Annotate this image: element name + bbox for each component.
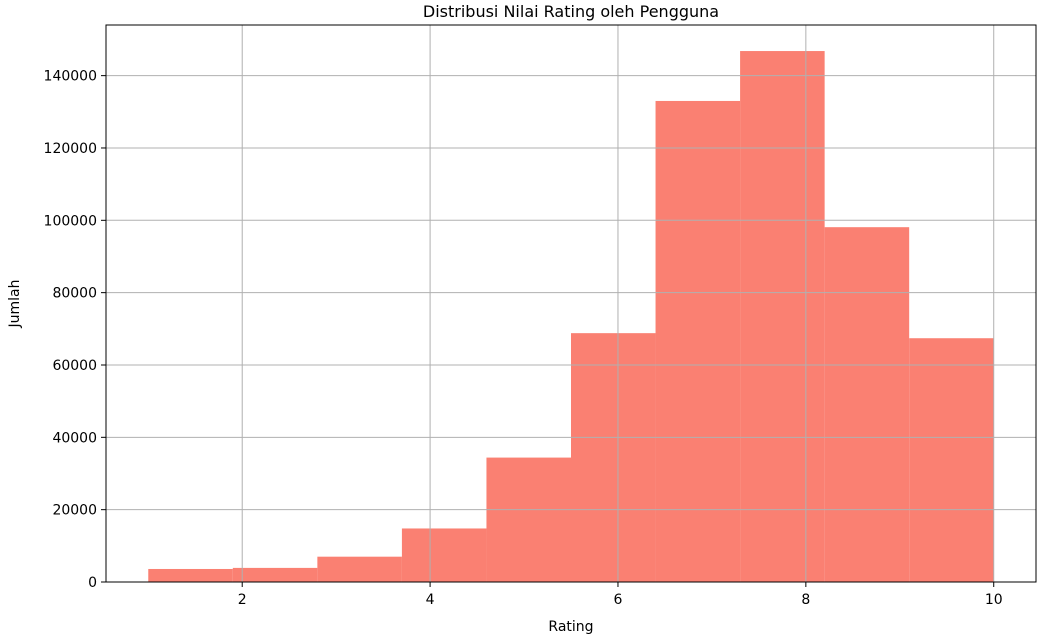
x-tick-label: 2 bbox=[238, 592, 247, 608]
histogram-bar bbox=[655, 100, 741, 583]
x-tick-label: 10 bbox=[985, 592, 1003, 608]
histogram-bar bbox=[148, 568, 233, 582]
histogram-bar bbox=[571, 333, 656, 582]
histogram-bars bbox=[148, 51, 994, 583]
y-tick-label: 120000 bbox=[44, 141, 97, 157]
plot-frame bbox=[105, 24, 1037, 583]
x-tick-label: 4 bbox=[426, 592, 435, 608]
y-tick-label: 60000 bbox=[52, 358, 97, 374]
histogram-bar bbox=[401, 528, 487, 582]
y-tick-label: 140000 bbox=[44, 69, 97, 85]
y-tick-label: 80000 bbox=[52, 286, 97, 302]
y-tick-label: 0 bbox=[88, 575, 97, 591]
histogram-bar bbox=[232, 567, 318, 582]
histogram-bar bbox=[486, 457, 571, 582]
histogram-bar bbox=[317, 556, 402, 582]
x-tick-label: 8 bbox=[801, 592, 810, 608]
histogram-bar bbox=[824, 227, 910, 582]
y-axis-ticks: 0 20000 40000 60000 80000 100000 120000 140000 bbox=[44, 69, 106, 591]
grid-lines bbox=[106, 25, 1036, 583]
chart-title: Distribusi Nilai Rating oleh Pengguna bbox=[423, 2, 719, 21]
y-tick-label: 100000 bbox=[44, 213, 97, 229]
histogram-bar bbox=[740, 51, 825, 582]
y-axis-label: Jumlah bbox=[7, 280, 23, 329]
y-tick-label: 40000 bbox=[52, 430, 97, 446]
x-tick-label: 6 bbox=[614, 592, 623, 608]
histogram-bar bbox=[909, 338, 994, 582]
y-tick-label: 20000 bbox=[52, 503, 97, 519]
x-axis-ticks: 2 4 6 8 10 bbox=[238, 582, 1003, 608]
x-axis-label: Rating bbox=[548, 619, 593, 635]
